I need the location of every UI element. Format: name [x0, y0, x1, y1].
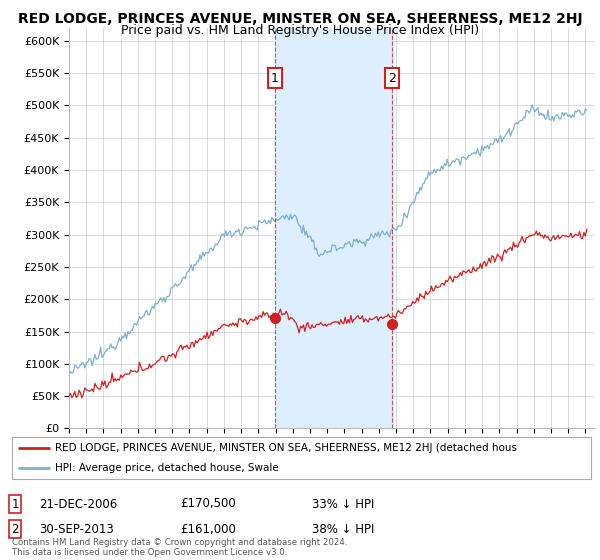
Text: 2: 2 [388, 72, 395, 85]
Text: £170,500: £170,500 [180, 497, 236, 511]
Text: 33% ↓ HPI: 33% ↓ HPI [312, 497, 374, 511]
Text: 2: 2 [11, 522, 19, 536]
Bar [275, 28, 392, 428]
Text: RED LODGE, PRINCES AVENUE, MINSTER ON SEA, SHEERNESS, ME12 2HJ: RED LODGE, PRINCES AVENUE, MINSTER ON SE… [17, 12, 583, 26]
Text: 21-DEC-2006: 21-DEC-2006 [39, 497, 117, 511]
Text: Price paid vs. HM Land Registry's House Price Index (HPI): Price paid vs. HM Land Registry's House … [121, 24, 479, 36]
Text: HPI: Average price, detached house, Swale: HPI: Average price, detached house, Swal… [55, 463, 279, 473]
Text: RED LODGE, PRINCES AVENUE, MINSTER ON SEA, SHEERNESS, ME12 2HJ (detached hous: RED LODGE, PRINCES AVENUE, MINSTER ON SE… [55, 443, 517, 453]
Text: Contains HM Land Registry data © Crown copyright and database right 2024.
This d: Contains HM Land Registry data © Crown c… [12, 538, 347, 557]
Text: 30-SEP-2013: 30-SEP-2013 [39, 522, 114, 536]
Text: £161,000: £161,000 [180, 522, 236, 536]
Text: 38% ↓ HPI: 38% ↓ HPI [312, 522, 374, 536]
Text: 1: 1 [271, 72, 279, 85]
Text: 1: 1 [11, 497, 19, 511]
